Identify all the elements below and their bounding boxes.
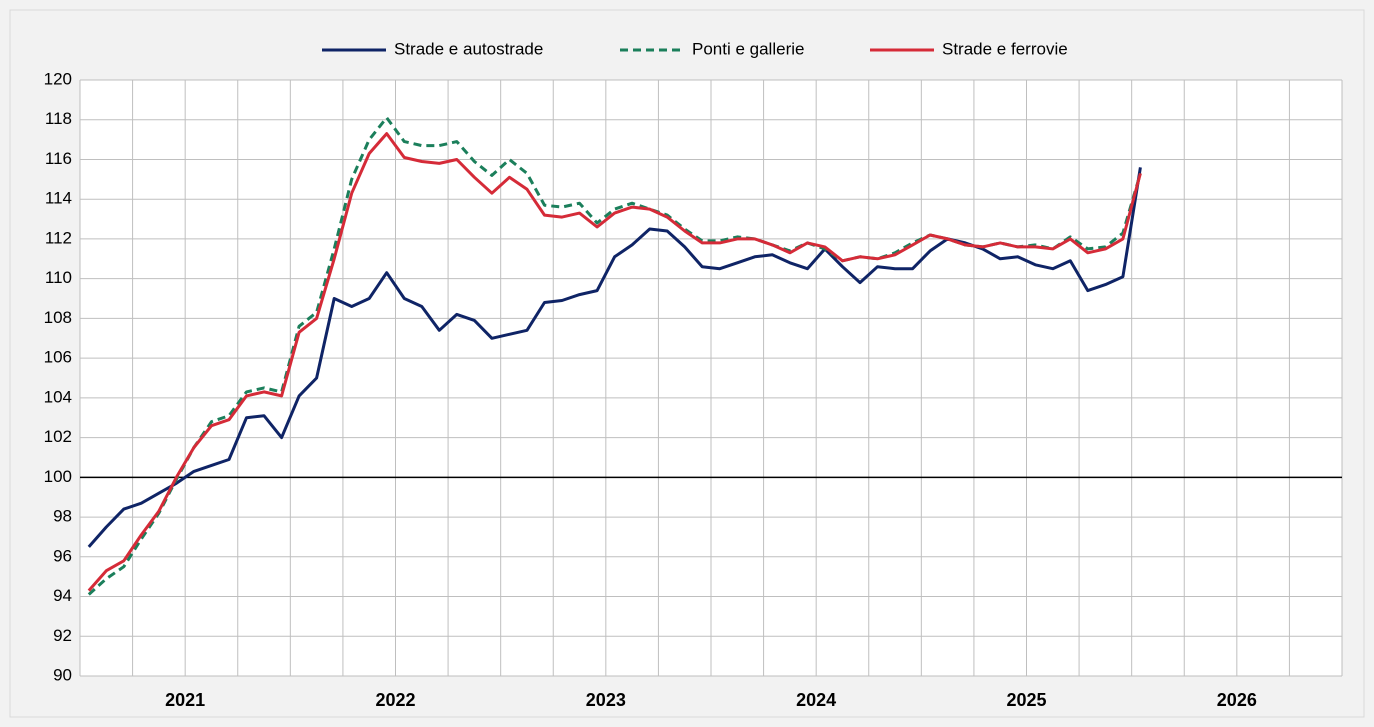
x-tick-label: 2022	[375, 690, 415, 710]
y-tick-label: 106	[44, 348, 72, 367]
y-tick-label: 110	[45, 268, 72, 287]
legend-label: Strade e autostrade	[394, 39, 543, 58]
series-line	[87, 132, 1142, 592]
y-tick-label: 120	[44, 69, 72, 88]
y-tick-label: 108	[44, 308, 72, 327]
y-tick-label: 104	[44, 387, 72, 406]
y-tick-label: 112	[45, 228, 72, 247]
x-tick-label: 2026	[1217, 690, 1257, 710]
y-tick-label: 96	[53, 546, 72, 565]
legend-label: Ponti e gallerie	[692, 39, 804, 58]
y-tick-label: 116	[45, 149, 72, 168]
y-tick-label: 92	[53, 626, 72, 645]
x-tick-label: 2024	[796, 690, 836, 710]
y-tick-label: 102	[44, 427, 72, 446]
y-tick-label: 94	[53, 586, 72, 605]
y-tick-label: 90	[53, 665, 72, 684]
y-tick-label: 100	[44, 467, 72, 486]
x-tick-label: 2021	[165, 690, 205, 710]
series-line	[87, 167, 1142, 548]
y-tick-label: 114	[45, 189, 72, 208]
y-tick-label: 118	[45, 109, 72, 128]
legend-label: Strade e ferrovie	[942, 39, 1068, 58]
y-tick-label: 98	[53, 507, 72, 526]
x-tick-label: 2025	[1006, 690, 1046, 710]
x-tick-label: 2023	[586, 690, 626, 710]
